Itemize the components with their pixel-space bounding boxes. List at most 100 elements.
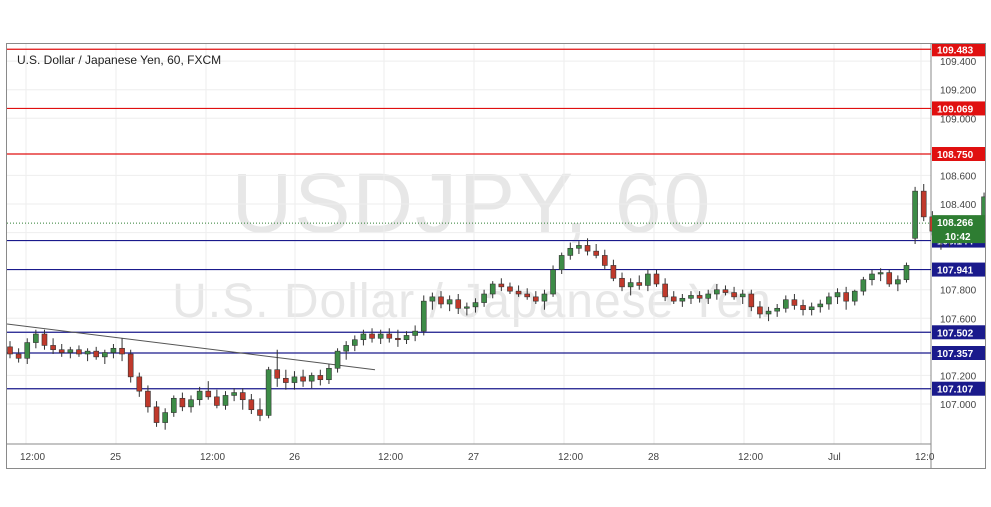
candle-body xyxy=(489,283,496,295)
candle-body xyxy=(670,296,677,302)
candle-up xyxy=(102,349,108,364)
y-tick-label: 109.400 xyxy=(940,57,977,68)
candle-body xyxy=(834,292,841,298)
x-tick-label: 27 xyxy=(468,452,480,463)
candle-up xyxy=(895,275,901,292)
candle-body xyxy=(895,279,901,285)
candle-body xyxy=(377,333,384,339)
candle-body xyxy=(188,399,194,408)
candle-up xyxy=(33,329,39,349)
candle-body xyxy=(576,245,582,249)
last-price-label: 108.266 xyxy=(937,218,974,229)
candle-body xyxy=(24,342,31,359)
candle-body xyxy=(645,273,651,286)
candle-body xyxy=(102,352,108,358)
candle-body xyxy=(472,302,479,308)
candle-body xyxy=(696,295,703,299)
candle-down xyxy=(386,328,393,343)
candle-body xyxy=(317,375,324,381)
candle-up xyxy=(265,366,272,419)
candle-body xyxy=(757,306,763,315)
candle-body xyxy=(601,255,608,266)
candle-down xyxy=(722,285,729,296)
candle-down xyxy=(731,286,737,300)
candle-down xyxy=(76,345,82,357)
candle-up xyxy=(851,289,858,306)
candle-up xyxy=(464,302,470,316)
candle-up xyxy=(351,335,358,352)
candle-down xyxy=(153,401,160,427)
candle-down xyxy=(283,369,289,390)
resistance-level-label: 109.069 xyxy=(937,104,974,115)
candle-body xyxy=(903,265,910,281)
candle-body xyxy=(464,306,470,309)
candle-down xyxy=(757,301,763,319)
candle-body xyxy=(662,283,668,298)
candle-body xyxy=(50,345,56,351)
candle-up xyxy=(291,371,298,390)
candle-up xyxy=(481,289,487,307)
candle-body xyxy=(119,347,125,355)
x-tick-label: 26 xyxy=(289,452,301,463)
price-chart[interactable]: 107.000107.200107.600107.800108.200108.4… xyxy=(7,44,985,468)
candle-down xyxy=(748,289,755,312)
candle-body xyxy=(386,333,393,339)
candle-body xyxy=(498,283,505,288)
candle-body xyxy=(308,375,315,382)
candle-down xyxy=(662,278,668,302)
resistance-level-label: 109.483 xyxy=(937,45,974,56)
candle-body xyxy=(58,349,65,353)
y-tick-label: 107.800 xyxy=(940,286,977,297)
support-level-tag xyxy=(932,262,985,277)
candle-body xyxy=(179,397,186,408)
candle-body xyxy=(774,307,780,312)
candle-down xyxy=(15,348,22,363)
x-tick-label: Jul xyxy=(828,452,841,463)
x-tick-label: 12:00 xyxy=(20,452,45,463)
candle-body xyxy=(222,395,229,406)
candle-body xyxy=(412,330,418,336)
candle-up xyxy=(645,269,651,292)
support-level-label: 107.107 xyxy=(937,385,974,396)
candle-up xyxy=(308,372,315,389)
candle-up xyxy=(170,395,177,417)
candle-body xyxy=(843,292,849,302)
chart-panel[interactable]: USDJPY, 60 U.S. Dollar / Japanese Yen 10… xyxy=(6,43,986,469)
candle-up xyxy=(860,276,867,296)
x-tick-label: 12:00 xyxy=(378,452,403,463)
candle-down xyxy=(369,328,375,343)
y-tick-label: 109.200 xyxy=(940,86,977,97)
candle-body xyxy=(817,303,824,308)
candle-body xyxy=(231,392,237,396)
candle-down xyxy=(886,269,893,287)
candle-down xyxy=(843,286,849,310)
candle-up xyxy=(567,242,574,260)
candle-down xyxy=(920,184,927,222)
candle-up xyxy=(808,302,815,316)
candle-body xyxy=(145,390,151,408)
candle-up xyxy=(877,268,884,282)
candle-down xyxy=(214,389,220,409)
candle-body xyxy=(300,376,306,382)
candle-body xyxy=(610,265,617,279)
candle-body xyxy=(851,290,858,302)
candle-down xyxy=(50,338,56,354)
candle-down xyxy=(145,385,151,413)
candle-down xyxy=(653,269,660,287)
candle-up xyxy=(679,294,686,307)
candle-body xyxy=(920,190,927,218)
candle-body xyxy=(558,255,565,271)
candle-down xyxy=(619,272,625,292)
candle-up xyxy=(869,269,875,286)
y-tick-label: 107.600 xyxy=(940,314,977,325)
candle-body xyxy=(533,296,539,302)
x-tick-label: 12:00 xyxy=(200,452,225,463)
candle-down xyxy=(524,288,531,300)
candles xyxy=(7,184,985,430)
candle-down xyxy=(119,338,125,362)
countdown-label: 10:42 xyxy=(945,232,971,243)
candle-body xyxy=(265,369,272,416)
candle-body xyxy=(705,293,712,299)
candle-body xyxy=(136,376,143,392)
x-tick-label: 12:00 xyxy=(738,452,763,463)
